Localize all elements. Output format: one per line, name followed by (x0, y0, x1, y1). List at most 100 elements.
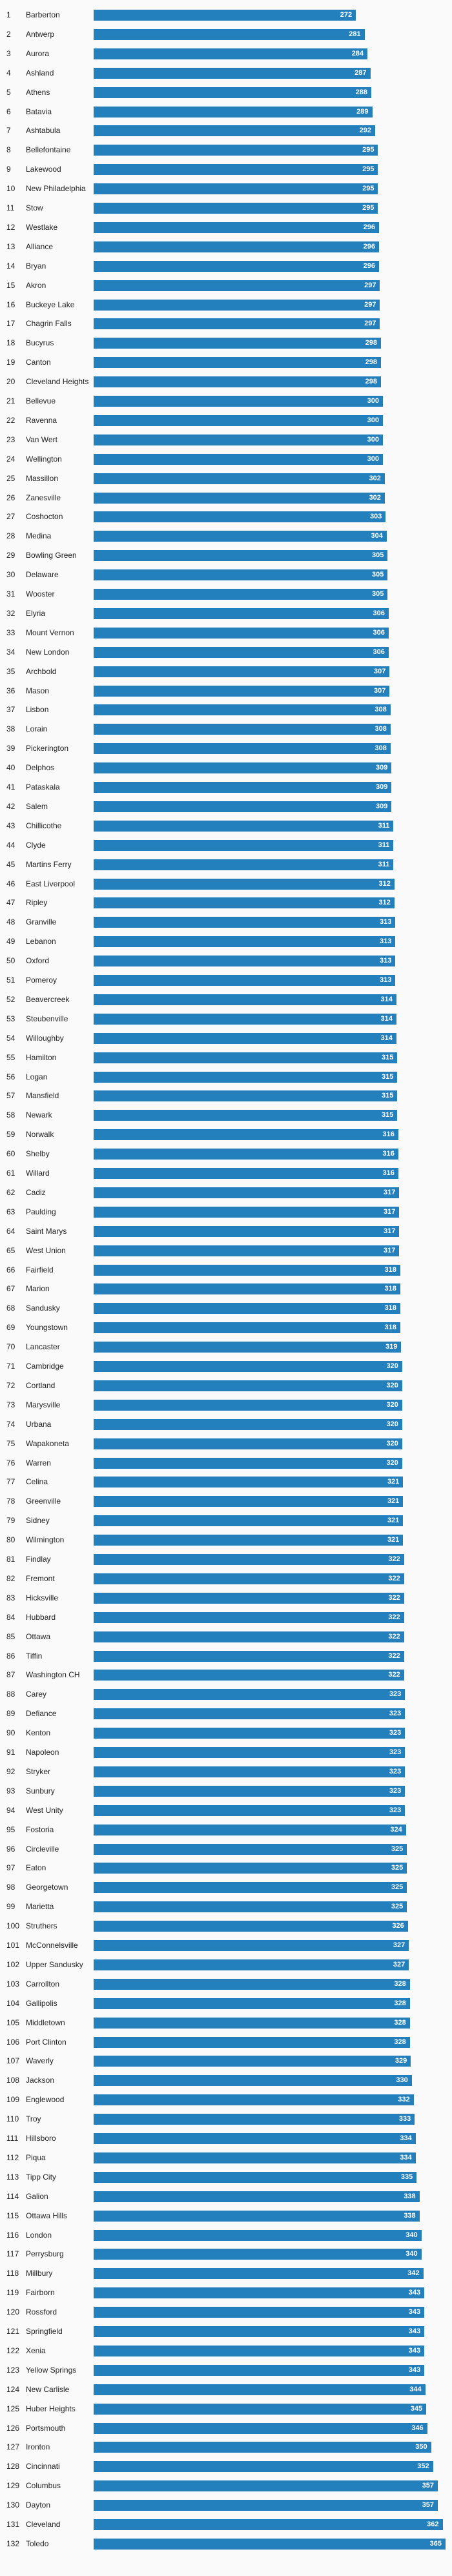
bar (94, 145, 378, 156)
chart-row: 26 Zanesville 302 (0, 488, 452, 507)
category-label: Bowling Green (26, 551, 77, 560)
data-label: 318 (384, 1304, 396, 1313)
bar (94, 531, 387, 542)
category-label: Bellefontaine (26, 145, 71, 155)
rank-label: 55 (6, 1052, 15, 1062)
rank-label: 115 (6, 2211, 19, 2220)
bar (94, 203, 378, 214)
rank-label: 57 (6, 1091, 15, 1101)
rank-label: 75 (6, 1438, 15, 1448)
rank-label: 84 (6, 1612, 15, 1622)
chart-row: 13 Alliance 296 (0, 237, 452, 256)
chart-row: 120 Rossford 343 (0, 2302, 452, 2322)
data-label: 307 (374, 686, 386, 695)
bar (94, 125, 375, 137)
chart-row: 84 Hubbard 322 (0, 1608, 452, 1627)
bar (94, 1573, 404, 1584)
category-label: Carrollton (26, 1979, 60, 1988)
bar (94, 1496, 404, 1508)
chart-row: 74 Urbana 320 (0, 1415, 452, 1434)
category-label: Salem (26, 801, 48, 811)
rank-label: 18 (6, 338, 15, 348)
chart-row: 60 Shelby 316 (0, 1144, 452, 1163)
bar (94, 280, 380, 291)
data-label: 321 (387, 1517, 400, 1525)
bar (94, 2403, 427, 2415)
bar (94, 2075, 412, 2087)
chart-row: 100 Struthers 326 (0, 1916, 452, 1936)
data-label: 303 (370, 513, 382, 521)
chart-row: 48 Granville 313 (0, 912, 452, 932)
bar (94, 1149, 398, 1160)
rank-label: 101 (6, 1941, 20, 1950)
chart-row: 44 Clyde 311 (0, 835, 452, 855)
data-label: 320 (386, 1381, 398, 1389)
data-label: 330 (396, 2076, 408, 2085)
category-label: Ripley (26, 898, 48, 908)
chart-row: 4 Ashland 287 (0, 63, 452, 83)
category-label: Ottawa Hills (26, 2211, 68, 2220)
bar (94, 492, 385, 504)
chart-row: 132 Toledo 365 (0, 2534, 452, 2553)
category-label: Cleveland (26, 2520, 61, 2529)
category-label: Coshocton (26, 512, 63, 522)
rank-label: 110 (6, 2114, 19, 2124)
chart-row: 65 West Union 317 (0, 1241, 452, 1260)
bar (94, 1747, 406, 1758)
data-label: 306 (373, 648, 385, 656)
bar (94, 1032, 396, 1044)
bar (94, 2287, 425, 2299)
data-label: 272 (340, 11, 353, 19)
chart-row: 27 Coshocton 303 (0, 507, 452, 526)
bar (94, 221, 379, 233)
chart-row: 3 Aurora 284 (0, 44, 452, 63)
data-label: 322 (388, 1651, 400, 1660)
data-label: 334 (400, 2153, 412, 2162)
bar (94, 28, 365, 40)
category-label: Mason (26, 686, 50, 695)
rank-label: 87 (6, 1670, 15, 1680)
rank-label: 116 (6, 2230, 19, 2240)
category-label: Marietta (26, 1902, 54, 1912)
rank-label: 10 (6, 184, 15, 194)
data-label: 322 (388, 1574, 400, 1582)
bar (94, 878, 395, 890)
chart-row: 118 Millbury 342 (0, 2264, 452, 2283)
data-label: 313 (379, 918, 392, 926)
category-label: Newark (26, 1110, 52, 1120)
chart-row: 6 Batavia 289 (0, 102, 452, 121)
category-label: Marion (26, 1284, 50, 1294)
data-label: 327 (393, 1960, 406, 1968)
category-label: Athens (26, 87, 50, 97)
category-label: Findlay (26, 1555, 51, 1564)
rank-label: 114 (6, 2191, 19, 2201)
bar (94, 2422, 427, 2434)
category-label: Galion (26, 2191, 48, 2201)
chart-row: 83 Hicksville 322 (0, 1588, 452, 1608)
category-label: Bellevue (26, 396, 56, 405)
chart-row: 5 Athens 288 (0, 83, 452, 102)
category-label: Canton (26, 358, 51, 367)
rank-label: 29 (6, 551, 15, 560)
data-label: 317 (383, 1207, 396, 1216)
bar (94, 1438, 402, 1449)
chart-row: 25 Massillon 302 (0, 469, 452, 488)
chart-row: 14 Bryan 296 (0, 256, 452, 276)
data-label: 346 (411, 2424, 424, 2432)
category-label: Celina (26, 1477, 48, 1487)
chart-row: 122 Xenia 343 (0, 2341, 452, 2360)
rank-label: 21 (6, 396, 15, 405)
bar (94, 164, 378, 176)
data-label: 309 (376, 783, 388, 791)
rank-label: 51 (6, 976, 15, 985)
data-label: 311 (378, 860, 390, 868)
category-label: Saint Marys (26, 1226, 67, 1236)
rank-label: 13 (6, 241, 15, 251)
rank-label: 88 (6, 1690, 15, 1699)
rank-label: 92 (6, 1766, 15, 1776)
data-label: 320 (386, 1400, 398, 1409)
data-label: 320 (386, 1439, 398, 1447)
data-label: 304 (371, 532, 383, 540)
bar (94, 2171, 417, 2183)
category-label: Cincinnati (26, 2462, 60, 2471)
